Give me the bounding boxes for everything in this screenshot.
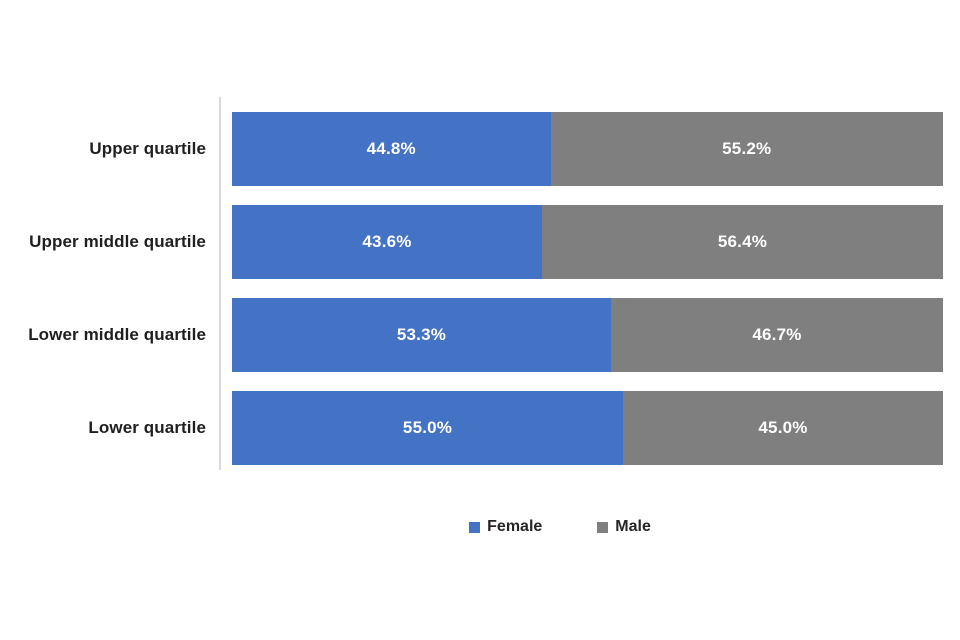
bar-row: Upper quartile 44.8% 55.2% xyxy=(0,112,960,186)
legend-item-male: Male xyxy=(597,518,651,536)
data-label-female: 53.3% xyxy=(396,325,447,344)
legend-label-female: Female xyxy=(487,518,543,535)
category-label: Lower middle quartile xyxy=(28,325,206,344)
legend-swatch-female-icon xyxy=(469,521,481,533)
legend-swatch-male-icon xyxy=(597,521,609,533)
legend-item-female: Female xyxy=(469,518,542,536)
legend: Female Male xyxy=(160,518,960,536)
bar-segment-female: 55.0% xyxy=(232,391,624,465)
stacked-bar: 43.6% 56.4% xyxy=(232,205,943,279)
plot-area: Upper quartile 44.8% 55.2% Upper middle … xyxy=(0,97,960,470)
data-label-male: 55.2% xyxy=(722,139,772,158)
bar-segment-male: 55.2% xyxy=(550,112,943,186)
legend-label-male: Male xyxy=(615,518,651,535)
stacked-bar: 55.0% 45.0% xyxy=(232,391,943,465)
bar-row: Lower quartile 55.0% 45.0% xyxy=(0,391,960,465)
category-label: Upper quartile xyxy=(89,139,206,158)
bar-segment-male: 45.0% xyxy=(623,391,943,465)
stacked-bar: 53.3% 46.7% xyxy=(232,298,943,372)
bar-segment-male: 46.7% xyxy=(610,298,943,372)
bar-row: Lower middle quartile 53.3% 46.7% xyxy=(0,298,960,372)
data-label-female: 44.8% xyxy=(366,139,416,158)
data-label-male: 56.4% xyxy=(717,232,768,251)
data-label-male: 45.0% xyxy=(758,418,808,437)
category-label: Lower quartile xyxy=(88,418,206,437)
bar-segment-female: 53.3% xyxy=(232,298,611,372)
data-label-female: 43.6% xyxy=(362,232,412,251)
stacked-bar: 44.8% 55.2% xyxy=(232,112,943,186)
category-label: Upper middle quartile xyxy=(29,232,206,251)
bar-segment-female: 43.6% xyxy=(232,205,542,279)
bar-segment-female: 44.8% xyxy=(232,112,551,186)
y-axis-line xyxy=(219,97,221,470)
bar-segment-male: 56.4% xyxy=(541,205,943,279)
data-label-male: 46.7% xyxy=(752,325,802,344)
bar-row: Upper middle quartile 43.6% 56.4% xyxy=(0,205,960,279)
data-label-female: 55.0% xyxy=(402,418,453,437)
